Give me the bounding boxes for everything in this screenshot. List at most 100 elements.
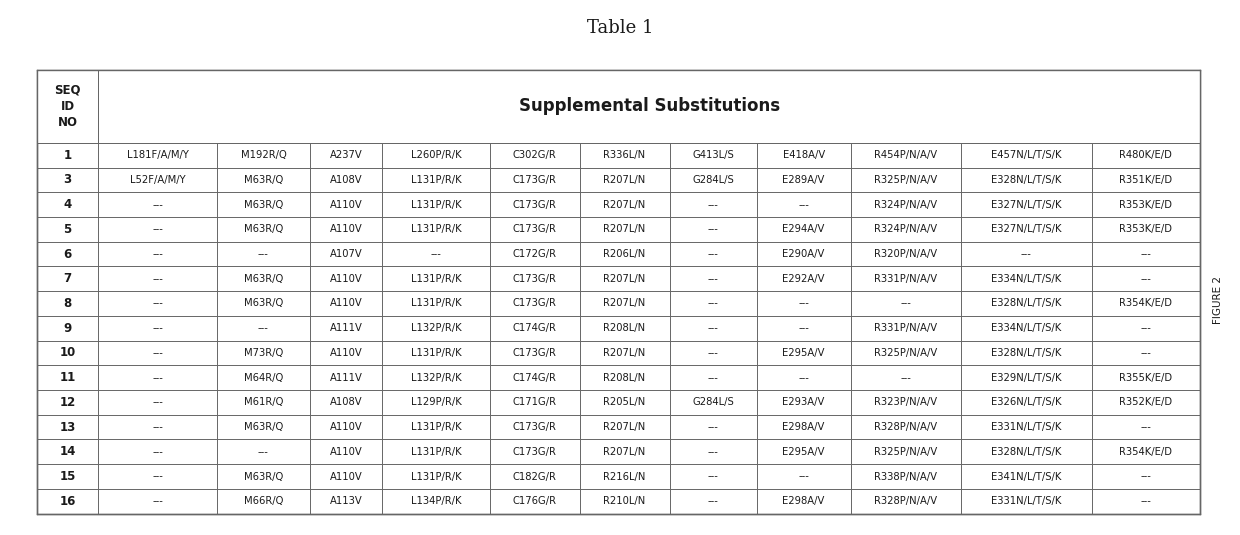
Text: 12: 12 <box>60 396 76 409</box>
Text: ---: --- <box>708 323 718 333</box>
Text: ---: --- <box>430 249 441 259</box>
Text: R355K/E/D: R355K/E/D <box>1120 373 1173 383</box>
Text: R480K/E/D: R480K/E/D <box>1120 150 1172 160</box>
Text: R207L/N: R207L/N <box>604 447 646 457</box>
Text: E334N/L/T/S/K: E334N/L/T/S/K <box>991 274 1061 284</box>
Text: R338P/N/A/V: R338P/N/A/V <box>874 471 937 482</box>
Text: E298A/V: E298A/V <box>782 496 825 506</box>
Text: M63R/Q: M63R/Q <box>244 422 283 432</box>
Text: C173G/R: C173G/R <box>512 200 557 210</box>
Text: ---: --- <box>153 249 162 259</box>
Text: M63R/Q: M63R/Q <box>244 224 283 234</box>
Text: E326N/L/T/S/K: E326N/L/T/S/K <box>991 398 1061 407</box>
Text: ---: --- <box>900 299 911 309</box>
Text: E418A/V: E418A/V <box>782 150 825 160</box>
Text: R320P/N/A/V: R320P/N/A/V <box>874 249 937 259</box>
Text: M66R/Q: M66R/Q <box>244 496 283 506</box>
Text: R324P/N/A/V: R324P/N/A/V <box>874 200 937 210</box>
Text: SEQ
ID
NO: SEQ ID NO <box>55 83 81 129</box>
Text: C174G/R: C174G/R <box>512 323 557 333</box>
Text: R207L/N: R207L/N <box>604 224 646 234</box>
Text: ---: --- <box>708 471 718 482</box>
Text: ---: --- <box>258 323 269 333</box>
Text: L131P/R/K: L131P/R/K <box>410 200 461 210</box>
Text: L131P/R/K: L131P/R/K <box>410 348 461 358</box>
Text: C172G/R: C172G/R <box>512 249 557 259</box>
Text: ---: --- <box>153 348 162 358</box>
Text: C174G/R: C174G/R <box>512 373 557 383</box>
Text: ---: --- <box>153 323 162 333</box>
Text: A110V: A110V <box>330 447 362 457</box>
Bar <box>37 70 98 143</box>
Text: ---: --- <box>258 447 269 457</box>
Text: R328P/N/A/V: R328P/N/A/V <box>874 496 937 506</box>
Text: L131P/R/K: L131P/R/K <box>410 274 461 284</box>
Text: R207L/N: R207L/N <box>604 200 646 210</box>
Text: 11: 11 <box>60 371 76 384</box>
Text: C171G/R: C171G/R <box>512 398 557 407</box>
Text: A113V: A113V <box>330 496 362 506</box>
Text: ---: --- <box>1141 274 1152 284</box>
Text: M63R/Q: M63R/Q <box>244 200 283 210</box>
Text: R325P/N/A/V: R325P/N/A/V <box>874 348 937 358</box>
Text: R206L/N: R206L/N <box>604 249 646 259</box>
Text: 6: 6 <box>63 248 72 261</box>
Text: C173G/R: C173G/R <box>512 447 557 457</box>
Text: A108V: A108V <box>330 398 362 407</box>
Text: ---: --- <box>799 200 810 210</box>
Text: R325P/N/A/V: R325P/N/A/V <box>874 175 937 185</box>
Text: ---: --- <box>1141 471 1152 482</box>
Text: FIGURE 2: FIGURE 2 <box>1213 276 1223 324</box>
Text: E329N/L/T/S/K: E329N/L/T/S/K <box>991 373 1061 383</box>
Text: 13: 13 <box>60 421 76 433</box>
Text: R207L/N: R207L/N <box>604 274 646 284</box>
Text: ---: --- <box>153 200 162 210</box>
Text: L129P/R/K: L129P/R/K <box>410 398 461 407</box>
Text: ---: --- <box>153 224 162 234</box>
Text: ---: --- <box>708 274 718 284</box>
Text: M63R/Q: M63R/Q <box>244 175 283 185</box>
Text: L132P/R/K: L132P/R/K <box>410 323 461 333</box>
Text: ---: --- <box>708 447 718 457</box>
Text: C173G/R: C173G/R <box>512 422 557 432</box>
Text: ---: --- <box>708 496 718 506</box>
Text: 16: 16 <box>60 495 76 508</box>
Text: ---: --- <box>153 274 162 284</box>
Text: L131P/R/K: L131P/R/K <box>410 471 461 482</box>
Text: ---: --- <box>1141 323 1152 333</box>
Text: 10: 10 <box>60 347 76 360</box>
Text: L132P/R/K: L132P/R/K <box>410 373 461 383</box>
Text: R207L/N: R207L/N <box>604 299 646 309</box>
Text: ---: --- <box>153 496 162 506</box>
Text: L131P/R/K: L131P/R/K <box>410 224 461 234</box>
Text: E331N/L/T/S/K: E331N/L/T/S/K <box>991 422 1061 432</box>
Text: E298A/V: E298A/V <box>782 422 825 432</box>
Text: A237V: A237V <box>330 150 362 160</box>
Text: R331P/N/A/V: R331P/N/A/V <box>874 274 937 284</box>
Text: ---: --- <box>799 471 810 482</box>
Text: E327N/L/T/S/K: E327N/L/T/S/K <box>991 224 1061 234</box>
Text: E328N/L/T/S/K: E328N/L/T/S/K <box>991 447 1061 457</box>
Text: E295A/V: E295A/V <box>782 447 825 457</box>
Text: ---: --- <box>799 299 810 309</box>
Text: ---: --- <box>900 373 911 383</box>
Text: A107V: A107V <box>330 249 362 259</box>
Text: A110V: A110V <box>330 200 362 210</box>
Text: A110V: A110V <box>330 422 362 432</box>
Text: A108V: A108V <box>330 175 362 185</box>
Text: L131P/R/K: L131P/R/K <box>410 175 461 185</box>
Bar <box>98 70 1200 143</box>
Text: R210L/N: R210L/N <box>604 496 646 506</box>
Text: M63R/Q: M63R/Q <box>244 274 283 284</box>
Text: R216L/N: R216L/N <box>604 471 646 482</box>
Text: ---: --- <box>153 398 162 407</box>
Text: ---: --- <box>153 471 162 482</box>
Text: R207L/N: R207L/N <box>604 175 646 185</box>
Text: R207L/N: R207L/N <box>604 348 646 358</box>
Text: A110V: A110V <box>330 348 362 358</box>
Text: E328N/L/T/S/K: E328N/L/T/S/K <box>991 175 1061 185</box>
Text: 5: 5 <box>63 223 72 236</box>
Text: ---: --- <box>258 249 269 259</box>
Text: Supplemental Substitutions: Supplemental Substitutions <box>518 97 780 115</box>
Text: ---: --- <box>799 373 810 383</box>
